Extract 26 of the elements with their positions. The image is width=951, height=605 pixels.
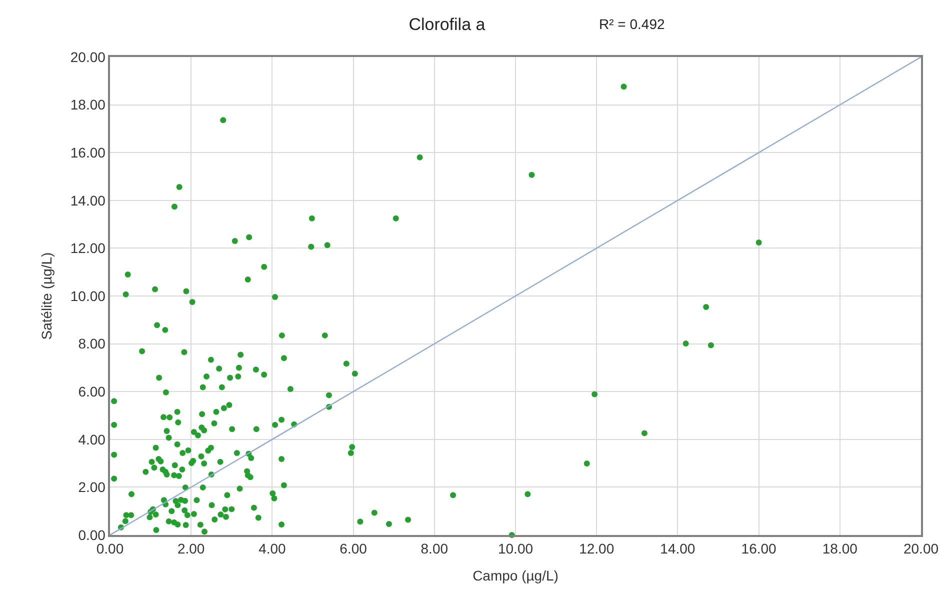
y-tick-label: 10.00	[70, 288, 106, 304]
y-axis-title: Satélite (µg/L)	[38, 252, 55, 340]
text: R² = 0.492	[599, 16, 665, 32]
x-tick-label: 8.00	[420, 540, 448, 557]
x-tick-label: 4.00	[258, 540, 286, 557]
y-tick-label: 16.00	[70, 144, 106, 160]
x-tick-label: 18.00	[822, 540, 858, 557]
y-tick-label: 6.00	[78, 384, 106, 400]
x-tick-label: 16.00	[741, 540, 777, 557]
y-tick-label: 14.00	[70, 192, 106, 208]
x-tick-label: 6.00	[340, 540, 368, 557]
y-tick-label: 4.00	[78, 431, 106, 448]
x-tick-label: 14.00	[660, 540, 696, 557]
y-tick-label: 12.00	[70, 240, 106, 256]
x-tick-label: 12.00	[579, 540, 614, 557]
x-tick-label: 20.00	[903, 540, 939, 557]
x-tick-label: 10.00	[498, 540, 534, 557]
chart-title: Clorofila a	[408, 15, 486, 34]
y-tick-label: 18.00	[70, 96, 106, 113]
y-tick-label: 0.00	[78, 526, 106, 543]
y-tick-label: 20.00	[70, 48, 106, 65]
x-tick-label: 0.00	[96, 540, 124, 557]
y-tick-label: 8.00	[78, 336, 106, 352]
x-axis-title: Campo (µg/L)	[472, 567, 558, 584]
y-tick-label: 2.00	[78, 479, 106, 496]
x-tick-label: 2.00	[177, 540, 205, 557]
